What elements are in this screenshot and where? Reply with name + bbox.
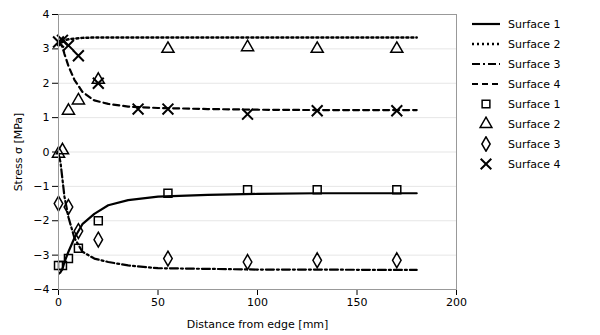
svg-text:0: 0	[55, 296, 62, 309]
svg-text:50: 50	[151, 296, 165, 309]
svg-text:−3: −3	[33, 249, 49, 262]
svg-text:Distance from edge [mm]: Distance from edge [mm]	[187, 318, 329, 331]
svg-text:−4: −4	[33, 283, 49, 296]
svg-text:2: 2	[43, 77, 50, 90]
html-text:Surface 3: Surface 3	[508, 137, 561, 151]
svg-text:−1: −1	[33, 180, 49, 193]
svg-text:150: 150	[347, 296, 368, 309]
html-text:Surface 1: Surface 1	[508, 17, 561, 31]
svg-text:3: 3	[43, 42, 50, 55]
svg-text:4: 4	[43, 8, 50, 21]
svg-text:100: 100	[247, 296, 268, 309]
svg-text:−2: −2	[33, 214, 49, 227]
html-text:Surface 4: Surface 4	[508, 77, 561, 91]
html-text:Surface 3: Surface 3	[508, 57, 561, 71]
svg-text:Stress σ [MPa]: Stress σ [MPa]	[12, 113, 25, 192]
html-text:Surface 2: Surface 2	[508, 117, 561, 131]
html-text:Surface 2: Surface 2	[508, 37, 561, 51]
svg-text:1: 1	[43, 111, 50, 124]
svg-text:0: 0	[43, 146, 50, 159]
html-text:Surface 4: Surface 4	[508, 157, 561, 171]
svg-text:200: 200	[446, 296, 467, 309]
html-text:Surface 1: Surface 1	[508, 97, 561, 111]
